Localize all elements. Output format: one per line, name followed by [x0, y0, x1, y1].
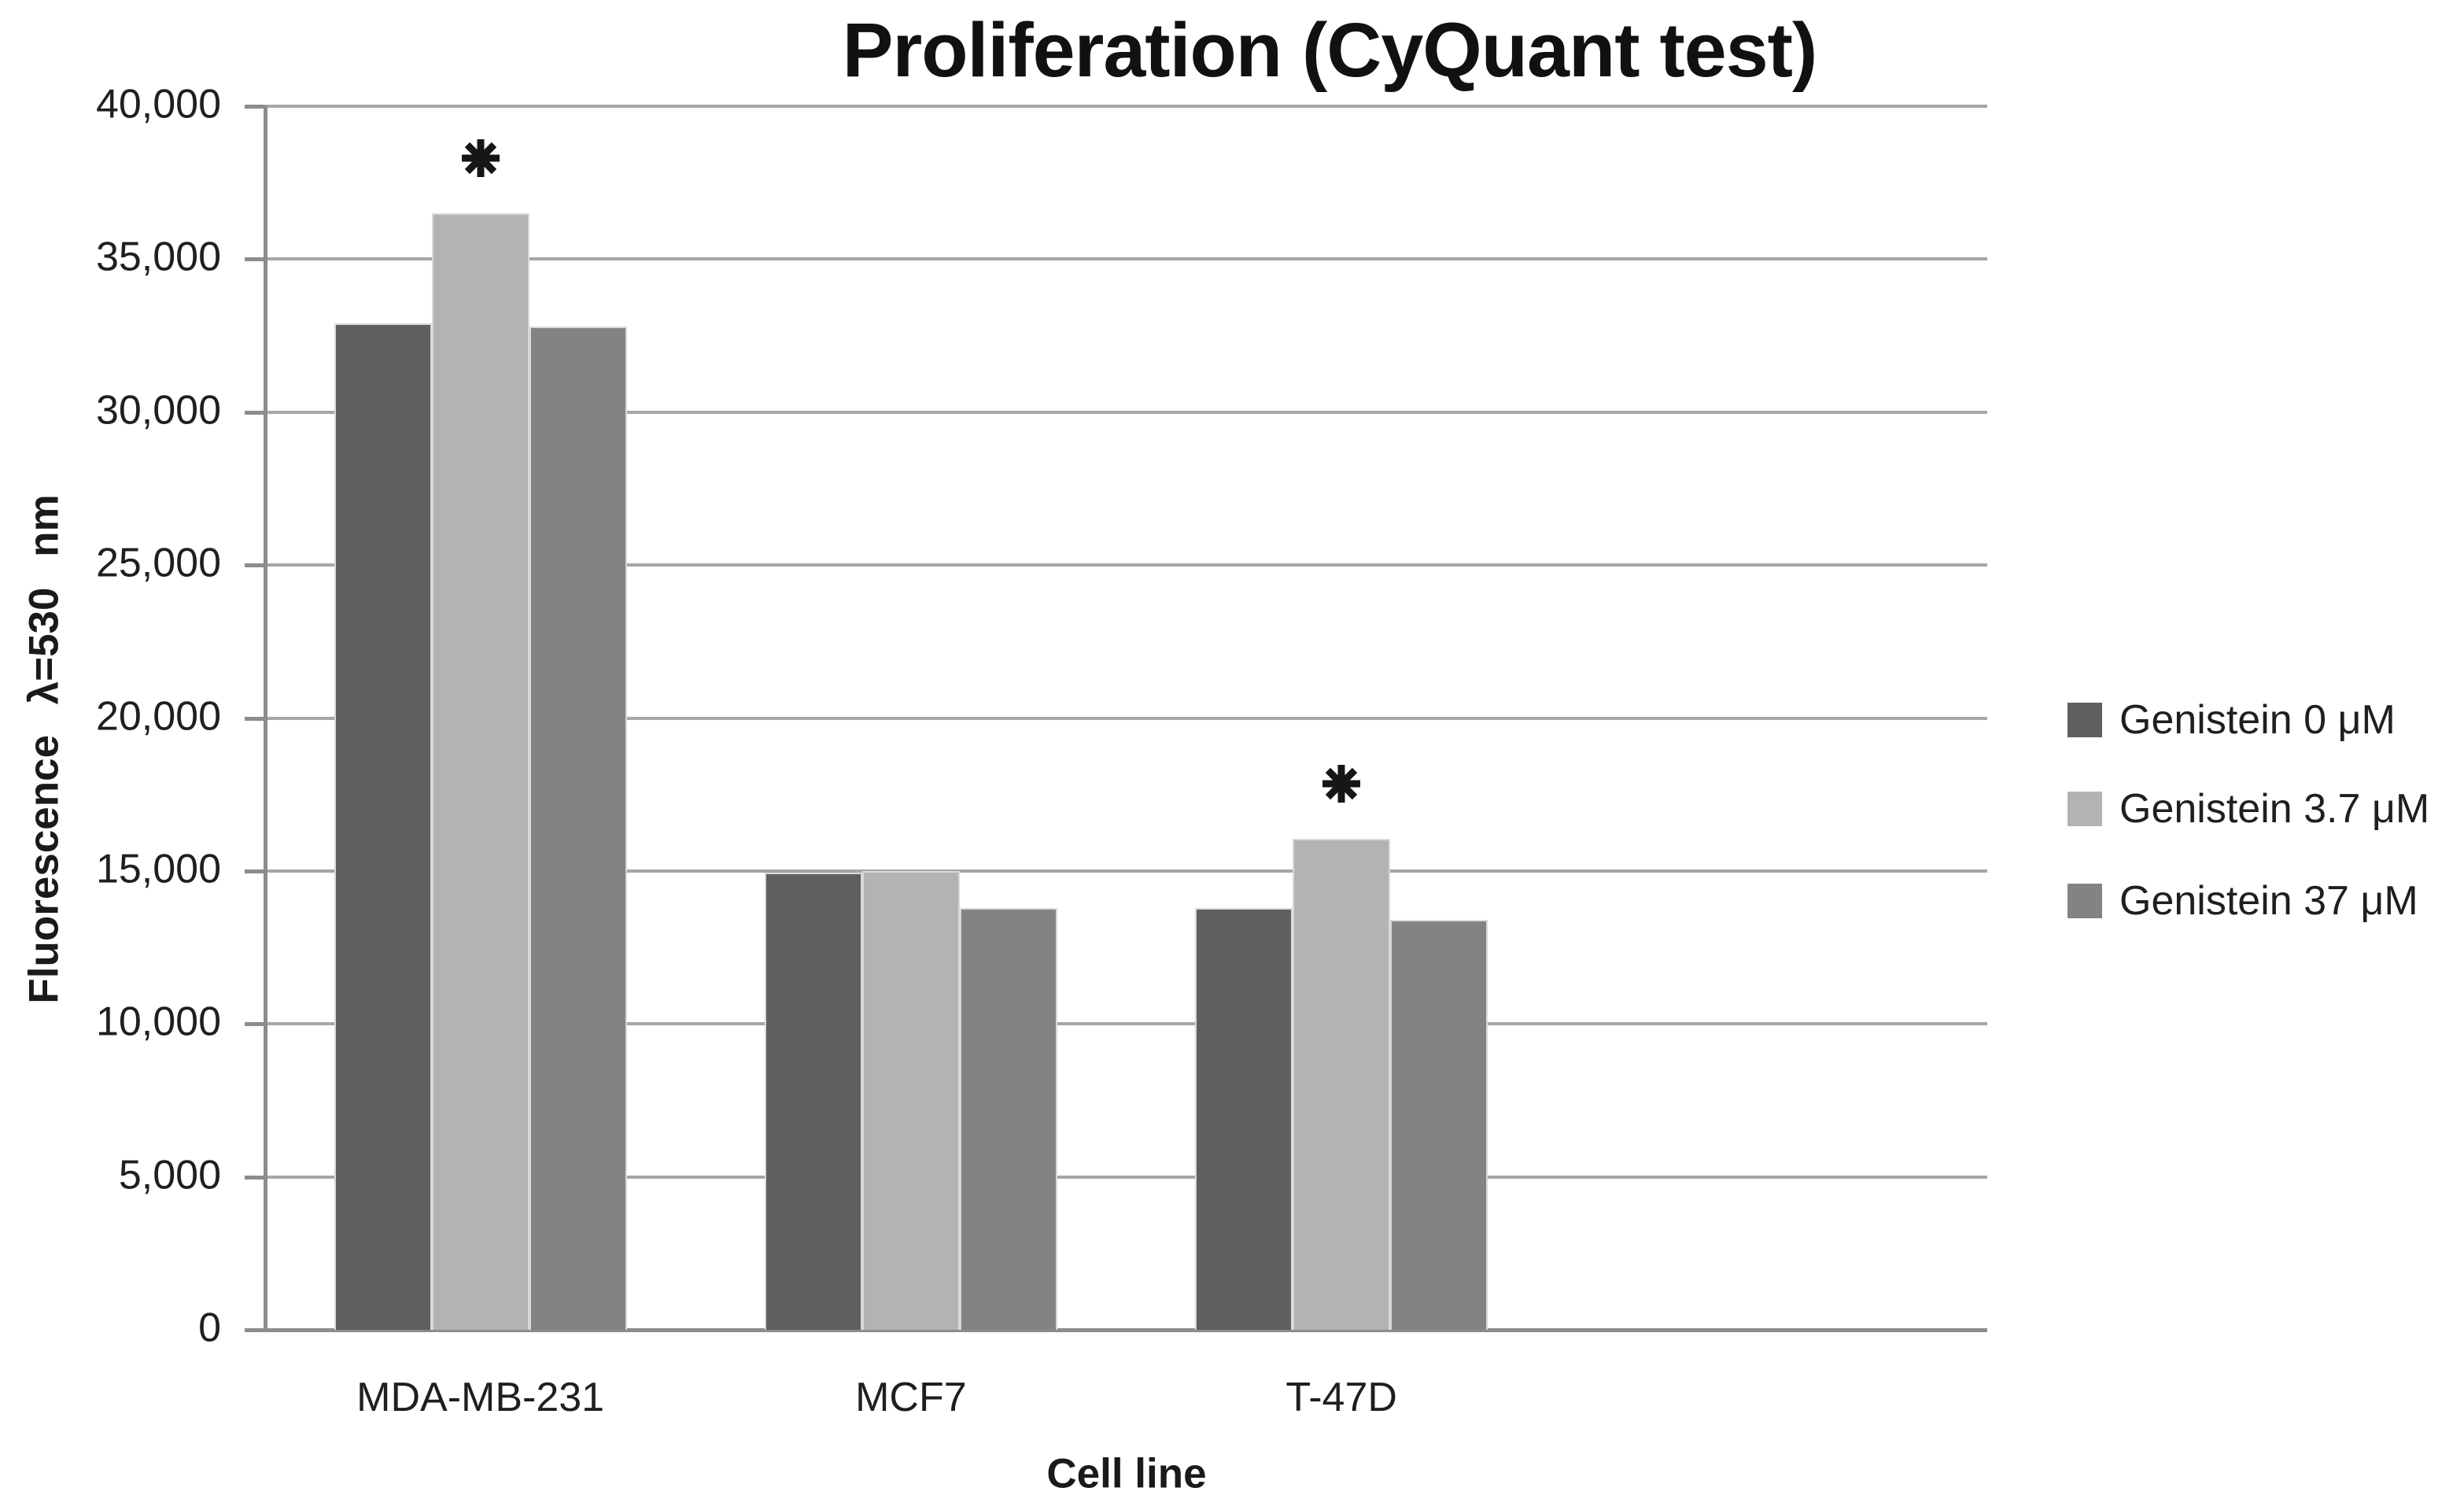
- y-tick-label: 15,000: [95, 846, 221, 892]
- y-axis-tick: [245, 563, 265, 568]
- significance-asterisk: [1319, 762, 1364, 807]
- x-axis-title: Cell line: [1046, 1450, 1207, 1497]
- gridline: [265, 410, 1987, 414]
- x-category-label: MCF7: [855, 1375, 967, 1420]
- y-axis-tick: [245, 105, 265, 109]
- legend-label: Genistein 3.7 μM: [2119, 786, 2430, 832]
- bar-MDA-MB-231-series2: [529, 326, 627, 1330]
- x-category-label: MDA-MB-231: [356, 1375, 605, 1420]
- bar-MDA-MB-231-series1: [431, 213, 529, 1330]
- y-axis-tick: [245, 1175, 265, 1180]
- gridline: [265, 1022, 1987, 1026]
- legend-item-1: Genistein 3.7 μM: [2067, 785, 2429, 833]
- significance-asterisk: [458, 136, 503, 181]
- bar-MCF7-series1: [861, 870, 960, 1330]
- gridline: [265, 563, 1987, 567]
- gridline: [265, 105, 1987, 108]
- legend-item-2: Genistein 37 μM: [2067, 877, 2418, 925]
- gridline: [265, 869, 1987, 873]
- y-tick-label: 10,000: [95, 999, 221, 1045]
- gridline: [265, 1175, 1987, 1179]
- bar-MCF7-series2: [959, 907, 1057, 1330]
- y-axis-tick: [245, 716, 265, 721]
- y-axis-tick: [245, 869, 265, 873]
- y-axis-tick: [245, 257, 265, 262]
- y-tick-label: 0: [198, 1305, 221, 1351]
- legend-swatch: [2067, 884, 2102, 918]
- bar-T-47D-series1: [1293, 839, 1391, 1330]
- y-tick-label: 40,000: [95, 81, 221, 127]
- bar-T-47D-series0: [1195, 907, 1293, 1330]
- y-axis-tick: [245, 410, 265, 415]
- x-category-label: T-47D: [1285, 1375, 1397, 1420]
- legend-label: Genistein 0 μM: [2119, 697, 2396, 743]
- legend-item-0: Genistein 0 μM: [2067, 696, 2396, 744]
- y-tick-label: 20,000: [95, 693, 221, 740]
- legend-swatch: [2067, 703, 2102, 737]
- gridline: [265, 716, 1987, 720]
- chart-title: Proliferation (CyQuant test): [842, 7, 1817, 93]
- legend-swatch: [2067, 792, 2102, 826]
- y-axis-tick: [245, 1022, 265, 1027]
- y-tick-label: 25,000: [95, 540, 221, 586]
- legend-label: Genistein 37 μM: [2119, 878, 2418, 924]
- y-tick-label: 5,000: [118, 1152, 221, 1198]
- y-axis-line: [264, 106, 267, 1330]
- bar-MDA-MB-231-series0: [334, 323, 432, 1330]
- x-axis-line: [245, 1328, 1987, 1332]
- y-tick-label: 35,000: [95, 234, 221, 280]
- gridline: [265, 257, 1987, 261]
- bar-T-47D-series2: [1390, 920, 1488, 1330]
- bar-MCF7-series0: [764, 872, 862, 1330]
- y-axis-title: Fluorescence λ=530 nm: [20, 494, 68, 1004]
- y-tick-label: 30,000: [95, 387, 221, 434]
